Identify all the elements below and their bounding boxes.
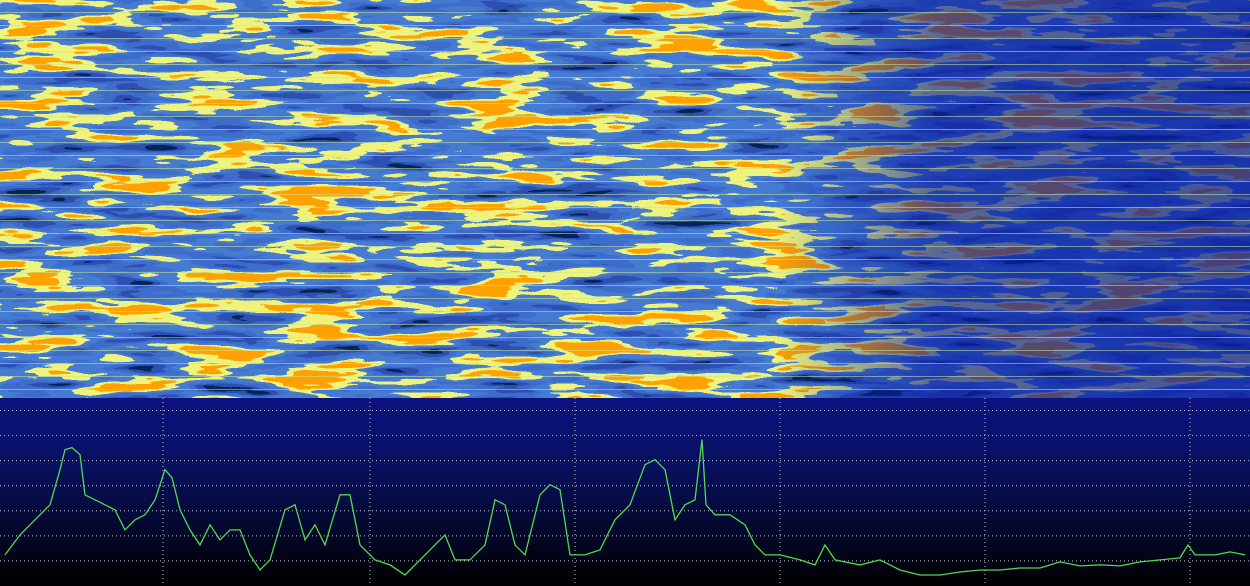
spectrum — [0, 0, 1250, 586]
page: (() => { const data = JSON.parse(documen… — [0, 0, 1250, 586]
spectrum-bg — [0, 398, 1250, 586]
